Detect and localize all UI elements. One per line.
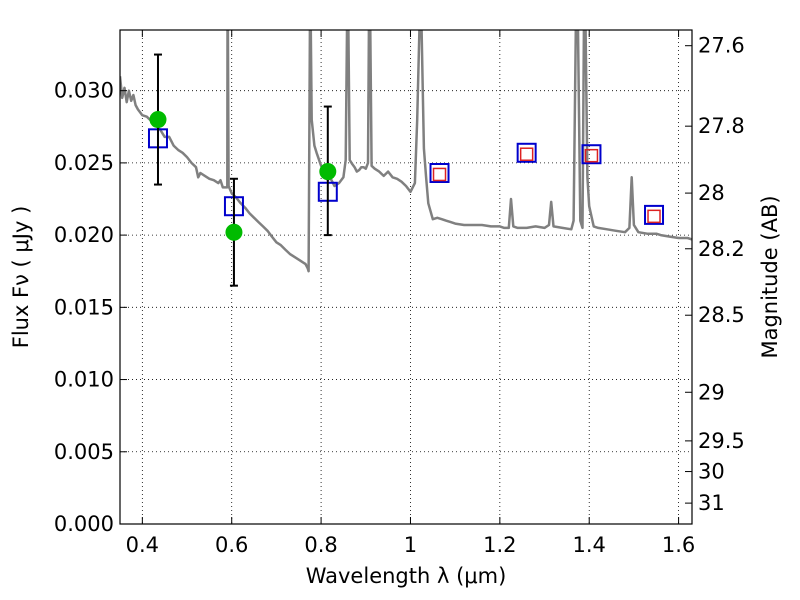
y2-axis-title: Magnitude (AB) [758,195,782,358]
observed-flux-point [319,163,337,181]
x-tick-label: 0.8 [304,533,337,557]
y2-tick-label: 31 [698,491,725,515]
upper-limit-point [584,148,599,163]
plot-frame [119,29,693,525]
observed-flux-point [149,111,167,129]
x-tick-label: 1.2 [483,533,516,557]
axes: 0.4 0.6 0.8 1 1.2 1.4 1.6 0.000 0.005 0.010 0.015 0… [54,30,745,557]
plot-background [120,30,692,524]
model-photometry-point [516,142,537,163]
y2-tick-label: 29.5 [698,429,745,453]
model-photometry-point [644,204,665,225]
model-photometry-point [429,163,450,183]
x-tick-label: 1.4 [573,533,606,557]
spectrum-line [120,30,692,273]
y-axis-title: Flux Fν ( μJy ) [9,206,33,349]
y-tick-label: 0.000 [54,512,114,536]
y2-tick-label: 27.8 [698,114,745,138]
x-tick-label: 1 [404,533,417,557]
model-photometry-point [581,144,602,165]
y-tick-label: 0.030 [54,79,114,103]
y-tick-label: 0.025 [54,151,114,175]
y2-tick-label: 29 [698,380,725,404]
x-tick-label: 0.6 [215,533,248,557]
y2-tick-label: 28 [698,181,725,205]
y2-tick-label: 30 [698,460,725,484]
y2-tick-label: 28.2 [698,237,745,261]
x-tick-label: 1.6 [662,533,695,557]
y-tick-label: 0.015 [54,295,114,319]
observed-flux-point [225,223,243,241]
upper-limit-point [519,147,534,161]
x-axis-title: Wavelength λ (μm) [306,564,507,588]
upper-limit-point [432,167,447,182]
upper-limit-point [647,209,661,224]
x-tick-label: 0.4 [126,533,159,557]
data-layer [120,30,692,287]
y-tick-label: 0.005 [54,440,114,464]
y-tick-label: 0.020 [54,223,114,247]
y2-tick-label: 28.5 [698,303,745,327]
y-tick-label: 0.010 [54,368,114,392]
y2-tick-label: 27.6 [698,34,745,58]
